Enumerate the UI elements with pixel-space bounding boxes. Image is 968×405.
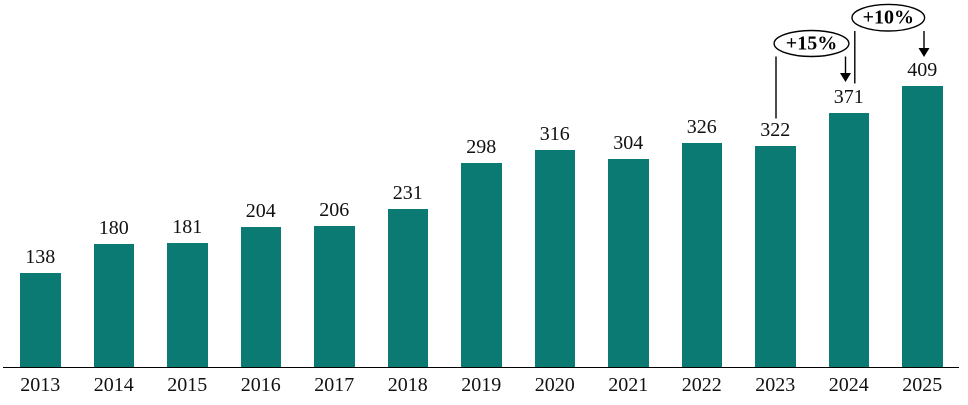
svg-text:+15%: +15%	[786, 33, 837, 55]
svg-text:+10%: +10%	[863, 7, 914, 29]
